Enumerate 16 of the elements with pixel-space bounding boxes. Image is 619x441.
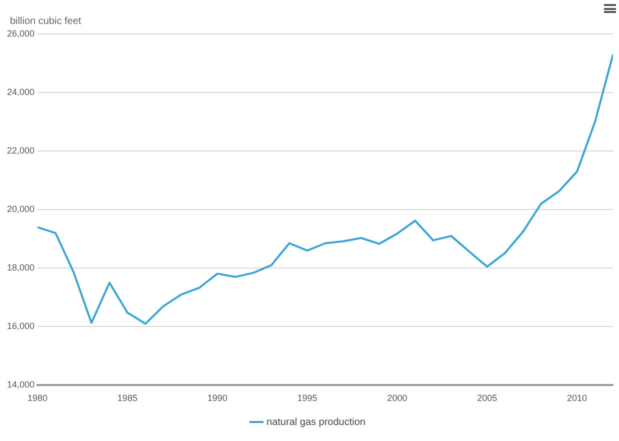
x-tick-label: 1980 xyxy=(28,393,48,404)
legend-label: natural gas production xyxy=(266,416,366,428)
y-tick-label: 14,000 xyxy=(6,380,35,390)
x-tick-label: 2010 xyxy=(567,393,588,404)
y-tick-label: 26,000 xyxy=(6,28,35,38)
y-tick-label: 16,000 xyxy=(6,321,35,332)
x-tick-label: 1990 xyxy=(207,393,228,404)
x-tick-label: 2005 xyxy=(477,393,498,404)
y-tick-label: 24,000 xyxy=(6,87,35,98)
y-tick-label: 18,000 xyxy=(6,262,35,273)
y-tick-label: 20,000 xyxy=(6,204,35,214)
y-axis-title: billion cubic feet xyxy=(10,16,82,27)
x-tick-label: 1985 xyxy=(117,393,138,404)
x-tick-label: 2000 xyxy=(387,393,408,404)
x-tick-label: 1995 xyxy=(297,393,318,404)
y-tick-label: 22,000 xyxy=(6,146,35,156)
